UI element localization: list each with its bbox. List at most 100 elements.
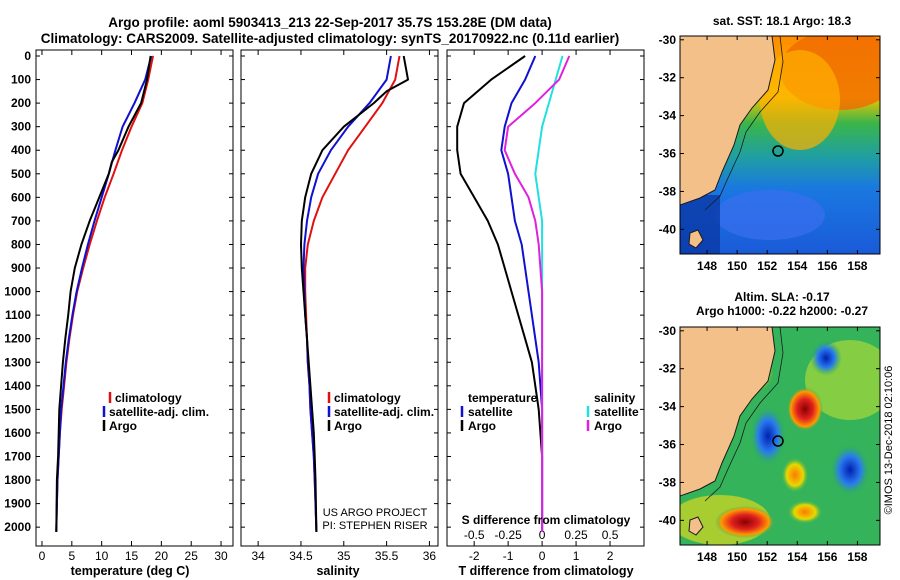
legend-label-t-argo: Argo: [468, 419, 496, 433]
panel-ticks: 0 5 10 15 20 25 30 34 34.5 35 35.5 36 -2 -1 0 1 2 -0.5 -0.…: [39, 50, 619, 563]
sst-argo-location-marker: [772, 145, 784, 157]
x-tick-label: 0: [539, 549, 546, 563]
sla-high-eddy: [787, 387, 823, 431]
depth-tick-label: 1400: [4, 379, 31, 393]
x-tick-label: 5: [68, 549, 75, 563]
sla-warm-eddy: [787, 500, 823, 524]
tasmania-tip: [688, 229, 704, 249]
lat-tick-label: -38: [659, 475, 677, 489]
sst-warm-tongue: [760, 50, 840, 150]
s-difference-x-label: S difference from climatology: [462, 513, 631, 527]
series-satellite-adj-clim-line: [302, 55, 392, 532]
x2-tick-label: -0.25: [494, 528, 522, 542]
series-s-satellite-line: [534, 55, 564, 532]
temperature-x-label: temperature (deg C): [71, 564, 190, 578]
title-line-2: Climatology: CARS2009. Satellite-adjuste…: [41, 31, 619, 46]
sla-argo-location-marker: [772, 435, 784, 447]
lon-tick-label: 148: [697, 550, 717, 564]
lat-tick-label: -40: [659, 513, 677, 527]
legend-label-satellite: satellite-adj. clim.: [109, 405, 209, 419]
x-tick-label: -2: [469, 549, 480, 563]
depth-tick-label: 1200: [4, 332, 31, 346]
legend-label-s-argo: Argo: [594, 419, 622, 433]
x-tick-label: 35: [337, 549, 351, 563]
depth-tick-label: 800: [11, 237, 31, 251]
sla-low-eddy: [810, 340, 842, 376]
depth-tick-label: 1100: [5, 308, 31, 322]
pi-credit: PI: STEPHEN RISER: [322, 520, 427, 532]
australia-coast: [680, 36, 776, 206]
depth-tick-label: 200: [11, 96, 31, 110]
sla-map: [680, 327, 880, 545]
sla-map-frame: [679, 326, 881, 546]
legend-label-argo: Argo: [334, 419, 362, 433]
sst-map-frame: [679, 35, 881, 255]
depth-tick-label: 700: [11, 214, 31, 228]
series-s-argo-line: [503, 55, 571, 532]
x-tick-label: -1: [503, 549, 514, 563]
temperature-panel-frame: [35, 49, 234, 547]
lat-tick-label: -32: [659, 362, 677, 376]
title-line-1: Argo profile: aoml 5903413_213 22-Sep-20…: [108, 15, 551, 30]
x-tick-label: 34: [251, 549, 265, 563]
lon-tick-label: 158: [847, 259, 867, 273]
x2-tick-label: 0.25: [564, 528, 588, 542]
lon-tick-label: 150: [727, 259, 747, 273]
sla-high-eddy: [715, 506, 775, 538]
x-tick-label: 10: [95, 549, 109, 563]
depth-tick-label: 1900: [4, 497, 31, 511]
legend-label-climatology: climatology: [334, 391, 401, 405]
difference-panel-frame: [446, 49, 645, 547]
x2-tick-label: -0.5: [464, 528, 485, 542]
x-tick-label: 25: [185, 549, 199, 563]
legend-label-t-satellite: satellite: [468, 405, 513, 419]
lon-tick-label: 148: [697, 259, 717, 273]
lon-tick-label: 152: [757, 550, 777, 564]
t-difference-x-label: T difference from climatology: [458, 564, 633, 578]
lat-tick-label: -36: [659, 147, 677, 161]
series-argo-line: [55, 55, 152, 532]
lat-tick-label: -34: [659, 400, 677, 414]
depth-tick-label: 300: [11, 120, 31, 134]
sst-map-axes: -30 -32 -34 -36 -38 -40 148 150 152 154 156 158: [659, 33, 880, 273]
series-layer: [55, 55, 571, 532]
depth-tick-label: 600: [11, 190, 31, 204]
tasmania-tip: [688, 516, 704, 536]
x-tick-label: 15: [125, 549, 139, 563]
lat-tick-label: -40: [659, 222, 677, 236]
sla-map-axes: -30 -32 -34 -36 -38 -40 148 150 152 154 156 158: [659, 324, 880, 564]
depth-tick-label: 2000: [4, 520, 31, 534]
sst-cool-patch: [715, 190, 825, 240]
temperature-legend: climatology satellite-adj. clim. Argo: [102, 391, 209, 433]
lat-tick-label: -30: [659, 324, 677, 338]
lon-tick-label: 154: [787, 259, 807, 273]
depth-tick-label: 1800: [4, 473, 31, 487]
project-credit: US ARGO PROJECT: [323, 507, 428, 519]
sst-cold-corner: [680, 195, 720, 254]
x-tick-label: 2: [607, 549, 614, 563]
lat-tick-label: -36: [659, 438, 677, 452]
salinity-x-label: salinity: [316, 564, 359, 578]
legend-title-salinity: salinity: [594, 391, 636, 405]
lon-tick-label: 152: [757, 259, 777, 273]
series-argo-line: [300, 55, 409, 532]
lat-tick-label: -38: [659, 184, 677, 198]
legend-title-temperature: temperature: [468, 391, 538, 405]
salinity-legend: climatology satellite-adj. clim. Argo: [327, 391, 434, 433]
x-tick-label: 35.5: [375, 549, 399, 563]
x-tick-label: 0: [39, 549, 46, 563]
depth-tick-label: 1500: [4, 402, 31, 416]
depth-tick-label: 1700: [4, 449, 31, 463]
difference-legend: temperature satellite Argo salinity sate…: [460, 391, 639, 433]
legend-label-s-satellite: satellite: [594, 405, 639, 419]
series-climatology-line: [304, 55, 401, 532]
depth-tick-label: 0: [24, 49, 31, 63]
sla-warm-eddy: [781, 457, 809, 493]
lat-tick-label: -30: [659, 33, 677, 47]
legend-label-satellite: satellite-adj. clim.: [334, 405, 434, 419]
x-tick-label: 30: [214, 549, 228, 563]
imos-watermark: ©IMOS 13-Dec-2018 02:10:06: [883, 366, 895, 515]
depth-tick-label: 1600: [4, 426, 31, 440]
sla-map-title: Altim. SLA: -0.17: [734, 290, 830, 304]
